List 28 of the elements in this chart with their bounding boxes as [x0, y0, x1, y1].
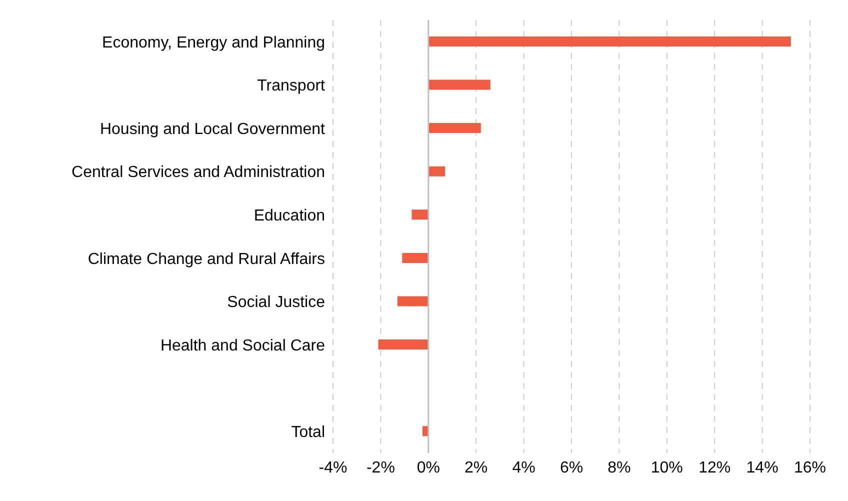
- x-tick-label: -4%: [318, 459, 348, 476]
- y-tick-label: Education: [254, 208, 325, 225]
- y-tick-label: Central Services and Administration: [72, 164, 325, 182]
- y-tick-label: Housing and Local Government: [100, 120, 326, 138]
- x-tick-label: -2%: [366, 459, 395, 476]
- bar: [428, 166, 446, 176]
- bar: [428, 123, 481, 134]
- y-tick-label: Economy, Energy and Planning: [102, 34, 325, 52]
- x-tick-label: 16%: [794, 459, 826, 476]
- y-tick-label: Transport: [257, 78, 326, 95]
- x-tick-label: 12%: [698, 459, 731, 476]
- x-tick-label: 6%: [560, 459, 584, 476]
- bar: [428, 80, 490, 90]
- x-tick-label: 8%: [608, 459, 631, 476]
- x-tick-label: 2%: [464, 459, 488, 476]
- x-tick-label: 10%: [650, 459, 683, 476]
- bar: [402, 252, 428, 263]
- y-tick-label: Total: [291, 424, 325, 442]
- y-tick-label: Social Justice: [227, 294, 326, 312]
- x-tick-label: 14%: [746, 459, 778, 476]
- x-tick-label: 0%: [416, 459, 440, 476]
- bar: [397, 296, 428, 306]
- bar: [428, 36, 791, 46]
- bar: [378, 340, 428, 350]
- bar: [412, 210, 428, 220]
- x-tick-label: 4%: [512, 459, 536, 476]
- y-tick-label: Health and Social Care: [160, 337, 326, 354]
- y-tick-label: Climate Change and Rural Affairs: [88, 250, 325, 268]
